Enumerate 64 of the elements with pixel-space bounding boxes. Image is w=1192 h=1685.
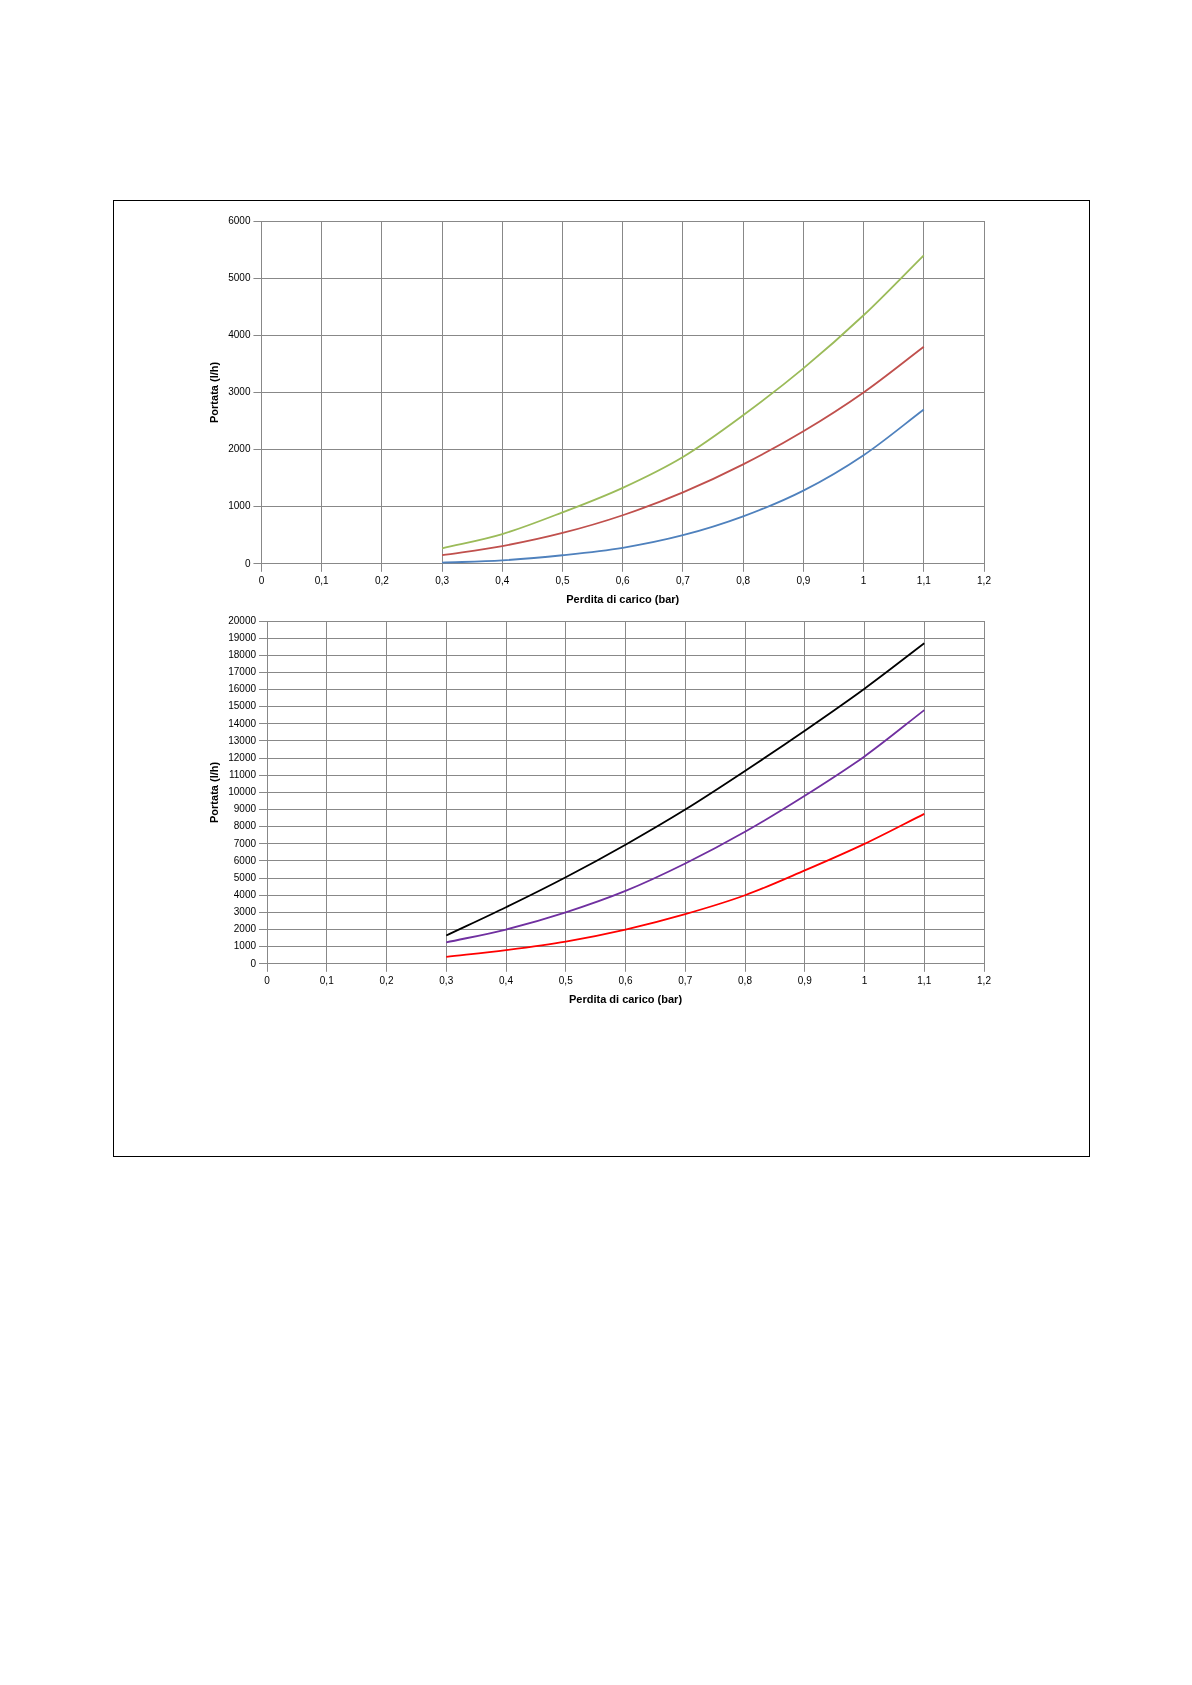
- x-tick-label: 0,6: [618, 974, 633, 986]
- x-tick-label: 0,1: [314, 574, 330, 586]
- x-tick-label: 0,5: [558, 974, 574, 986]
- x-tick-label: 0,4: [495, 574, 510, 586]
- x-tick-label: 0,8: [738, 974, 753, 986]
- x-tick-label: 0,2: [374, 574, 390, 586]
- y-tick-label: 6000: [233, 854, 257, 866]
- line-series: [441, 408, 925, 564]
- y-tick-label: 1000: [233, 940, 257, 952]
- y-tick-label: 9000: [233, 803, 257, 815]
- y-tick-label: 5000: [233, 871, 257, 883]
- y-tick-label: 5000: [228, 271, 251, 283]
- x-tick-label: 0,1: [319, 974, 335, 986]
- line-series: [445, 642, 926, 937]
- y-tick-label: 18000: [228, 649, 257, 661]
- y-tick-label: 4000: [233, 888, 257, 900]
- y-tick-label: 20000: [228, 614, 257, 626]
- y-tick-label: 2000: [228, 443, 251, 455]
- x-tick-label: 0,6: [615, 574, 631, 586]
- y-tick-label: 6000: [228, 214, 251, 226]
- y-axis-title: Portata (l/h): [207, 361, 220, 423]
- y-tick-label: 14000: [228, 717, 257, 729]
- y-tick-label: 3000: [233, 906, 257, 918]
- x-tick-label: 1: [861, 974, 868, 986]
- x-tick-label: 0,5: [555, 574, 570, 586]
- x-tick-label: 0,3: [439, 974, 454, 986]
- y-tick-label: 0: [244, 557, 251, 569]
- line-series: [441, 345, 925, 557]
- line-series: [445, 812, 926, 958]
- y-tick-label: 7000: [233, 837, 257, 849]
- y-tick-label: 12000: [228, 751, 257, 763]
- line-series: [441, 254, 925, 550]
- y-tick-label: 17000: [228, 666, 257, 678]
- y-axis-title: Portata (l/h): [207, 761, 220, 823]
- x-tick-label: 0,7: [675, 574, 691, 586]
- x-tick-label: 0,8: [736, 574, 751, 586]
- y-tick-label: 4000: [228, 329, 251, 341]
- y-tick-label: 16000: [228, 683, 257, 695]
- x-tick-label: 0,7: [678, 974, 693, 986]
- line-series: [445, 709, 926, 944]
- x-tick-label: 1,2: [977, 974, 992, 986]
- x-tick-label: 0: [264, 974, 271, 986]
- x-tick-label: 1,1: [916, 574, 932, 586]
- x-tick-label: 0,3: [435, 574, 450, 586]
- x-tick-label: 1: [860, 574, 867, 586]
- x-tick-label: 0,4: [499, 974, 514, 986]
- x-tick-label: 0,9: [796, 574, 811, 586]
- y-tick-label: 10000: [228, 786, 257, 798]
- x-tick-label: 0,2: [379, 974, 394, 986]
- y-tick-label: 3000: [228, 386, 251, 398]
- y-tick-label: 0: [250, 957, 257, 969]
- y-tick-label: 1000: [228, 500, 251, 512]
- y-tick-label: 13000: [228, 734, 257, 746]
- x-tick-label: 0,9: [797, 974, 813, 986]
- y-tick-label: 11000: [228, 769, 257, 781]
- y-tick-label: 8000: [233, 820, 257, 832]
- y-tick-label: 2000: [233, 923, 257, 935]
- x-axis-title: Perdita di carico (bar): [568, 993, 683, 1006]
- x-tick-label: 1,2: [977, 574, 992, 586]
- y-tick-label: 19000: [228, 631, 257, 643]
- y-tick-label: 15000: [228, 700, 257, 712]
- x-tick-label: 0: [258, 574, 265, 586]
- x-tick-label: 1,1: [917, 974, 932, 986]
- x-axis-title: Perdita di carico (bar): [566, 593, 680, 606]
